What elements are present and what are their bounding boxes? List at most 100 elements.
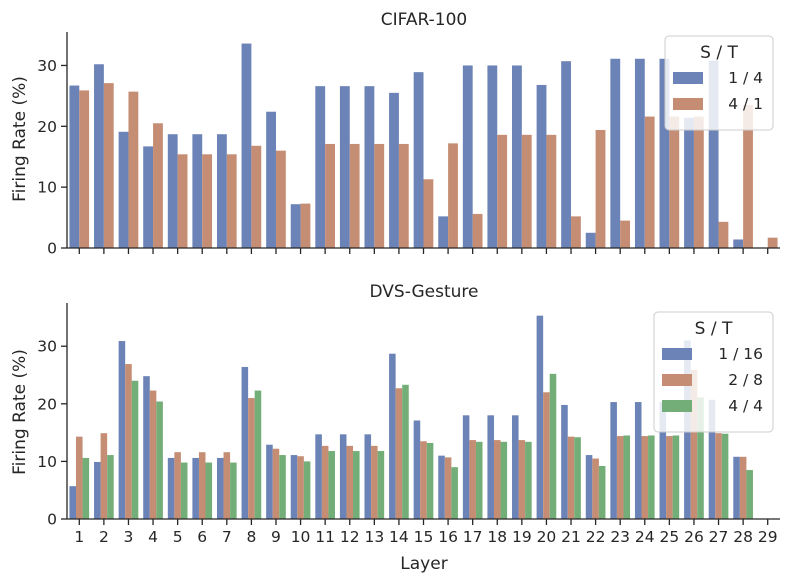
- bar-14-layer-23: [610, 58, 621, 248]
- bar-41-layer-5: [177, 154, 188, 248]
- bar-44-layer-17: [475, 441, 483, 519]
- bar-14-layer-17: [462, 65, 473, 249]
- bar-28-layer-21: [567, 436, 575, 519]
- y-tick-label-30: 30: [37, 57, 57, 75]
- bar-28-layer-16: [444, 457, 452, 519]
- bar-116-layer-1: [69, 486, 77, 519]
- bar-44-layer-4: [156, 401, 163, 519]
- bar-14-layer-24: [634, 58, 645, 248]
- bar-116-layer-2: [94, 461, 101, 519]
- bar-28-layer-5: [174, 452, 181, 519]
- bar-28-layer-6: [198, 452, 206, 519]
- bar-44-layer-10: [303, 461, 311, 519]
- bar-14-layer-27: [708, 60, 719, 248]
- bar-116-layer-19: [512, 415, 519, 519]
- legend-label-1: 2 / 8: [728, 371, 763, 389]
- bar-41-layer-10: [300, 203, 311, 248]
- bar-28-layer-28: [739, 456, 747, 519]
- bar-116-layer-27: [708, 399, 716, 519]
- y-tick-label-30: 30: [37, 338, 57, 356]
- x-tick-label-4: 4: [148, 528, 158, 546]
- x-tick-label-20: 20: [537, 528, 557, 546]
- x-tick-label-25: 25: [659, 528, 679, 546]
- x-tick-label-27: 27: [709, 528, 729, 546]
- cifar-title: CIFAR-100: [381, 10, 467, 30]
- bar-44-layer-8: [254, 390, 262, 519]
- bar-28-layer-14: [395, 388, 403, 519]
- bar-116-layer-28: [733, 456, 740, 519]
- bar-14-layer-22: [585, 232, 596, 248]
- bar-116-layer-10: [290, 455, 298, 519]
- x-tick-label-1: 1: [74, 528, 84, 546]
- bar-28-layer-13: [371, 445, 378, 519]
- dvs-legend: S / T 1 / 16 2 / 8 4 / 4: [653, 311, 774, 433]
- bar-14-layer-2: [94, 64, 104, 248]
- bar-14-layer-15: [413, 72, 424, 248]
- bar-44-layer-27: [721, 433, 729, 519]
- x-tick-label-29: 29: [758, 528, 778, 546]
- bar-41-layer-26: [693, 116, 704, 248]
- bar-41-layer-21: [571, 216, 581, 248]
- bar-116-layer-23: [610, 402, 617, 519]
- bar-41-layer-18: [497, 134, 508, 248]
- legend-title: S / T: [700, 43, 738, 63]
- dvs-title: DVS-Gesture: [370, 282, 479, 302]
- bar-116-layer-20: [536, 315, 544, 519]
- bar-116-layer-17: [462, 415, 470, 519]
- x-tick-label-2: 2: [99, 528, 109, 546]
- bar-14-layer-18: [487, 65, 498, 249]
- bar-116-layer-11: [315, 434, 322, 519]
- bar-44-layer-5: [180, 462, 188, 519]
- bar-44-layer-16: [451, 467, 458, 519]
- x-tick-label-16: 16: [438, 528, 458, 546]
- bar-44-layer-3: [131, 380, 139, 519]
- legend-swatch-0: [673, 72, 703, 84]
- bar-28-layer-19: [518, 440, 526, 519]
- bar-14-layer-7: [216, 134, 227, 248]
- x-tick-label-3: 3: [124, 528, 134, 546]
- bar-44-layer-7: [230, 462, 237, 519]
- bar-116-layer-16: [438, 455, 445, 519]
- legend-swatch-1: [662, 374, 692, 386]
- bar-41-layer-23: [620, 220, 631, 248]
- y-tick-label-0: 0: [47, 511, 57, 529]
- bar-28-layer-22: [592, 458, 599, 519]
- bar-44-layer-20: [549, 373, 557, 519]
- bar-44-layer-24: [648, 435, 655, 519]
- legend-label-0: 1 / 4: [728, 69, 763, 87]
- bar-116-layer-14: [389, 353, 396, 519]
- cifar-legend: S / T 1 / 4 4 / 1: [664, 35, 774, 131]
- bar-41-layer-25: [669, 116, 680, 248]
- x-tick-label-9: 9: [271, 528, 281, 546]
- x-tick-label-18: 18: [487, 528, 507, 546]
- bar-28-layer-15: [420, 441, 427, 519]
- x-tick-label-12: 12: [340, 528, 360, 546]
- bar-116-layer-18: [487, 415, 494, 519]
- y-tick-label-20: 20: [37, 118, 57, 136]
- bar-41-layer-11: [325, 143, 335, 248]
- bar-44-layer-12: [353, 451, 360, 519]
- cifar-x-axis-ticks: [78, 248, 769, 254]
- x-tick-label-6: 6: [197, 528, 207, 546]
- bar-116-layer-4: [143, 376, 150, 519]
- dvs-ylabel: Firing Rate (%): [10, 349, 30, 475]
- bar-116-layer-22: [585, 455, 593, 519]
- dvs-xlabel: Layer: [400, 554, 447, 574]
- dvs-y-axis-ticks: 0 10 20 30: [37, 338, 67, 529]
- x-tick-label-14: 14: [389, 528, 409, 546]
- bar-28-layer-18: [493, 440, 501, 519]
- bar-44-layer-9: [279, 455, 286, 519]
- bar-41-layer-22: [595, 129, 606, 248]
- x-tick-label-19: 19: [512, 528, 532, 546]
- bar-44-layer-19: [525, 441, 532, 519]
- bar-41-layer-19: [521, 134, 532, 248]
- dvs-bars: [69, 315, 753, 519]
- x-tick-label-5: 5: [173, 528, 183, 546]
- bar-44-layer-21: [574, 437, 581, 519]
- bar-41-layer-15: [423, 179, 434, 248]
- y-tick-label-10: 10: [37, 179, 57, 197]
- x-tick-label-17: 17: [463, 528, 483, 546]
- bar-116-layer-24: [634, 402, 642, 519]
- bar-14-layer-5: [167, 134, 178, 248]
